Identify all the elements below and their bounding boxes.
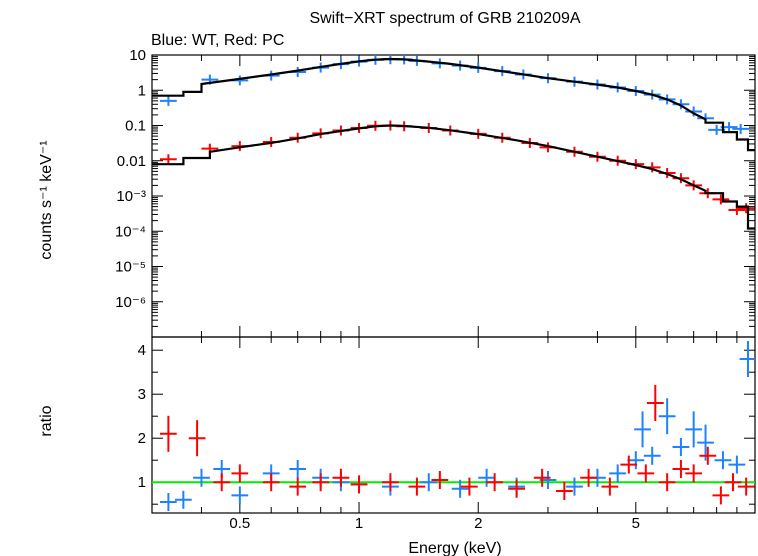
ratio-point-wt [739, 341, 755, 377]
spectrum-point-wt [672, 99, 690, 110]
ratio-point-wt [697, 424, 714, 461]
ratio-point-pc [533, 468, 551, 487]
ratio-point-pc [712, 486, 730, 505]
ratio-point-pc [685, 464, 703, 483]
ratio-point-wt [566, 477, 583, 496]
ratio-point-pc [672, 460, 690, 478]
ratio-point-pc [580, 468, 598, 487]
ratio-point-wt [159, 493, 177, 511]
ratio-point-pc [461, 477, 478, 496]
chart-subtitle: Blue: WT, Red: PC [151, 32, 284, 49]
ratio-point-pc [486, 473, 504, 492]
lower-plot-frame [151, 336, 756, 514]
ratio-point-pc [601, 477, 619, 496]
ratio-point-wt [627, 451, 645, 470]
upper-y-axis-label: counts s⁻¹ keV⁻¹ [38, 140, 55, 259]
ratio-point-pc [350, 475, 368, 494]
ratio-point-pc [620, 455, 638, 474]
ratio-point-pc [312, 473, 330, 492]
lower-y-tick-label: 1 [138, 474, 146, 491]
x-tick-label: 2 [474, 515, 482, 532]
ratio-point-pc [332, 468, 350, 487]
spectrum-point-pc [712, 194, 730, 205]
ratio-point-pc [213, 473, 231, 492]
lower-data-area [152, 341, 755, 511]
ratio-point-wt [174, 490, 192, 509]
lower-y-tick-label: 2 [138, 430, 146, 447]
ratio-point-pc [637, 464, 655, 483]
spectrum-point-wt [732, 123, 750, 134]
ratio-point-wt [634, 411, 651, 448]
x-tick-label: 5 [632, 515, 640, 532]
upper-y-tick-label: 10 [129, 47, 146, 64]
upper-y-tick-label: 0.1 [125, 118, 146, 135]
ratio-point-wt [609, 464, 627, 483]
x-tick-label: 0.5 [229, 515, 250, 532]
ratio-point-wt [451, 479, 469, 498]
ratio-point-pc [724, 473, 742, 492]
spectrum-point-wt [685, 106, 703, 117]
ratio-point-pc [231, 464, 249, 483]
ratio-point-wt [643, 446, 661, 465]
model-line-wt [152, 57, 755, 152]
spectrum-point-wt [159, 95, 177, 106]
upper-plot-frame [151, 54, 756, 338]
ratio-point-wt [420, 473, 438, 492]
spectrum-point-pc [737, 203, 755, 214]
spectrum-point-pc [159, 154, 177, 165]
upper-y-tick-label: 10⁻⁴ [115, 223, 146, 240]
ratio-point-wt [672, 438, 690, 456]
upper-y-tick-label: 10⁻³ [116, 188, 146, 205]
upper-panel: 10 1 0.1 0.01 10⁻³ 10⁻⁴ 10⁻⁵ 10⁻⁶ [115, 47, 756, 338]
chart-title: Swift−XRT spectrum of GRB 210209A [309, 10, 580, 27]
lower-y-tick-label: 3 [138, 386, 146, 403]
ratio-point-pc [431, 471, 449, 489]
ratio-point-pc [658, 473, 676, 492]
upper-y-tick-label: 0.01 [117, 153, 146, 170]
model-line-pc [152, 124, 755, 230]
ratio-point-pc [262, 473, 280, 492]
ratio-point-wt [714, 451, 732, 470]
lower-panel: 0.5 1 2 5 1 2 3 4 [138, 336, 756, 532]
ratio-point-pc [289, 477, 307, 496]
ratio-point-pc [508, 479, 525, 498]
ratio-point-pc [408, 477, 426, 496]
ratio-point-wt [658, 398, 676, 435]
upper-y-tick-label: 10⁻⁶ [115, 294, 146, 311]
ratio-point-wt [478, 468, 496, 487]
ratio-point-pc [699, 446, 717, 465]
ratio-point-wt [289, 460, 307, 478]
ratio-point-wt [728, 455, 746, 474]
ratio-point-wt [231, 486, 249, 505]
ratio-point-pc [188, 420, 206, 457]
ratio-point-pc [737, 477, 755, 496]
ratio-point-wt [193, 468, 210, 487]
x-tick-label: 1 [355, 515, 363, 532]
upper-y-tick-label: 10⁻⁵ [115, 259, 146, 276]
lower-y-axis-label: ratio [38, 405, 55, 436]
x-axis-label: Energy (keV) [408, 540, 501, 556]
ratio-point-wt [685, 411, 703, 448]
ratio-point-pc [555, 482, 573, 500]
ratio-point-pc [159, 415, 177, 452]
ratio-point-pc [646, 385, 664, 421]
upper-y-tick-label: 1 [138, 82, 146, 99]
ratio-point-pc [382, 473, 399, 492]
upper-data-area [152, 55, 755, 230]
lower-y-tick-label: 4 [138, 342, 146, 359]
